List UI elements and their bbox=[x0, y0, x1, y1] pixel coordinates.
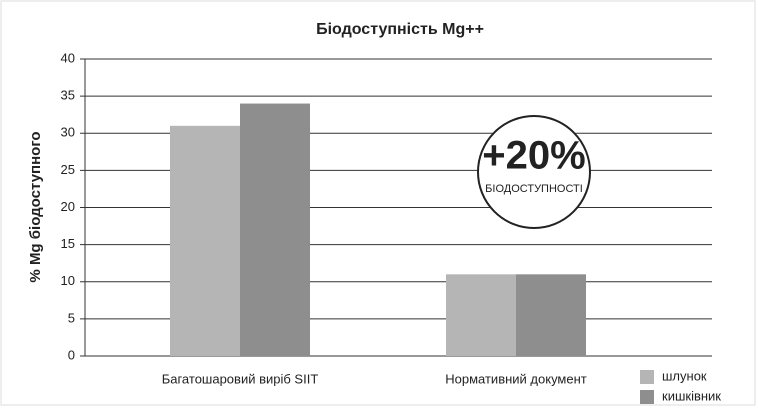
annotation-value: +20% bbox=[482, 134, 585, 178]
annotation-circle bbox=[477, 115, 591, 229]
x-tick-label: Багатошаровий виріб SIIT bbox=[162, 371, 319, 386]
y-axis-label: % Mg біодоступного bbox=[27, 131, 44, 282]
annotation-caption: БІОДОСТУПНОСТІ bbox=[485, 183, 583, 195]
y-tick-label: 20 bbox=[61, 199, 75, 214]
y-tick-label: 30 bbox=[61, 125, 75, 140]
y-tick-label: 15 bbox=[61, 236, 75, 251]
y-tick-label: 35 bbox=[61, 88, 75, 103]
legend-label: кишківник bbox=[662, 388, 721, 403]
bar bbox=[516, 274, 586, 356]
y-tick-label: 40 bbox=[61, 50, 75, 65]
y-tick-label: 0 bbox=[68, 347, 75, 362]
bar bbox=[170, 125, 240, 356]
legend-label: шлунок bbox=[662, 368, 707, 383]
legend-swatch bbox=[640, 390, 654, 404]
bar bbox=[446, 274, 516, 356]
y-tick-label: 10 bbox=[61, 273, 75, 288]
y-tick-label: 25 bbox=[61, 162, 75, 177]
chart-title: Біодоступність Mg++ bbox=[316, 21, 484, 38]
y-tick-label: 5 bbox=[68, 310, 75, 325]
bar bbox=[240, 103, 310, 356]
x-tick-label: Нормативний документ bbox=[445, 371, 587, 386]
legend-swatch bbox=[640, 370, 654, 384]
